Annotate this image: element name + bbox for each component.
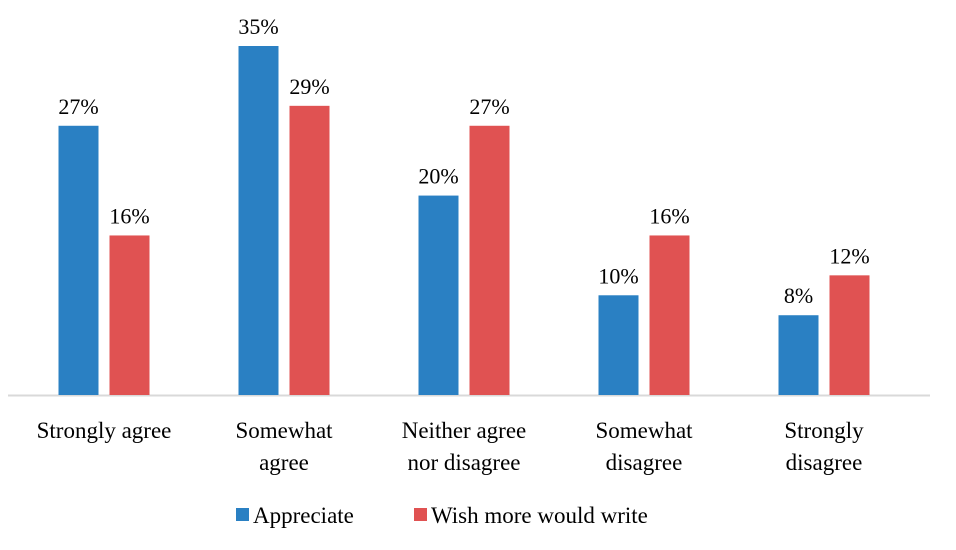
category-label: Somewhat bbox=[235, 418, 333, 443]
category-label: disagree bbox=[786, 450, 863, 475]
category-label: agree bbox=[259, 450, 309, 475]
data-label: 8% bbox=[784, 283, 813, 308]
category-label: Strongly bbox=[784, 418, 864, 443]
bar-wish-more-0 bbox=[109, 235, 150, 395]
bar-wish-more-4 bbox=[829, 275, 870, 395]
data-label: 35% bbox=[238, 14, 278, 39]
category-label: Neither agree bbox=[402, 418, 527, 443]
bar-wish-more-3 bbox=[649, 235, 690, 395]
data-label: 16% bbox=[109, 203, 149, 228]
data-label: 16% bbox=[649, 203, 689, 228]
data-label: 27% bbox=[58, 94, 98, 119]
category-label: nor disagree bbox=[407, 450, 520, 475]
bar-appreciate-1 bbox=[238, 46, 279, 395]
data-label: 29% bbox=[289, 74, 329, 99]
category-label: Strongly agree bbox=[37, 418, 172, 443]
legend-label: Wish more would write bbox=[431, 503, 648, 528]
data-label: 27% bbox=[469, 94, 509, 119]
legend-swatch bbox=[414, 508, 427, 521]
bar-appreciate-2 bbox=[418, 195, 459, 395]
data-label: 10% bbox=[598, 263, 638, 288]
legend-swatch bbox=[236, 508, 249, 521]
bar-appreciate-0 bbox=[58, 125, 99, 396]
data-label: 20% bbox=[418, 164, 458, 189]
bar-appreciate-4 bbox=[778, 315, 819, 395]
category-label: Somewhat bbox=[595, 418, 693, 443]
bar-wish-more-1 bbox=[289, 105, 330, 395]
bar-wish-more-2 bbox=[469, 125, 510, 396]
category-label: disagree bbox=[606, 450, 683, 475]
data-label: 12% bbox=[829, 243, 869, 268]
legend-label: Appreciate bbox=[253, 503, 354, 528]
bar-appreciate-3 bbox=[598, 295, 639, 395]
